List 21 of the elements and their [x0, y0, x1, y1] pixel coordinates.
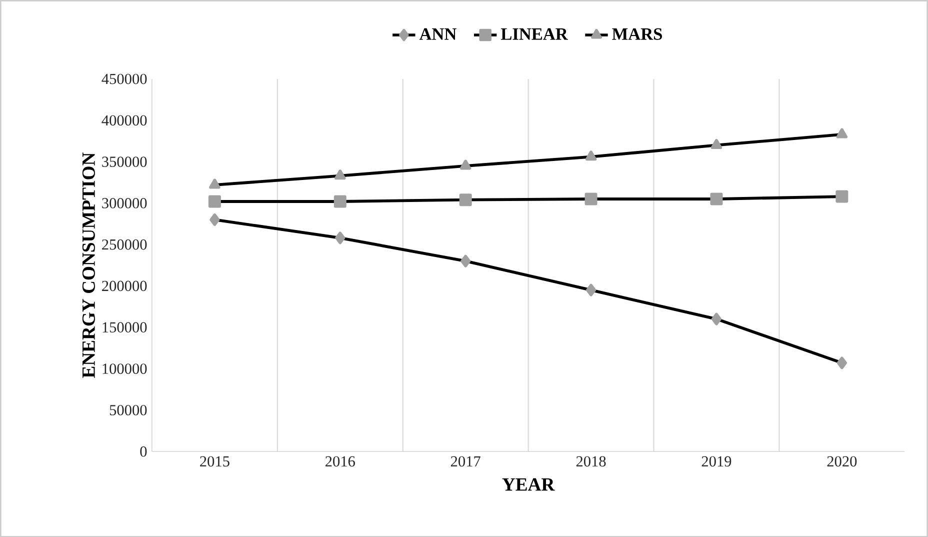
x-tick-label: 2018: [576, 456, 606, 466]
x-tick-label: 2017: [450, 456, 480, 466]
y-tick-label: 150000: [102, 322, 147, 332]
y-tick-label: 450000: [102, 74, 147, 84]
x-axis-title: YEAR: [502, 478, 555, 490]
y-axis-title: ENERGY CONSUMPTION: [82, 152, 95, 378]
x-tick-label: 2015: [200, 456, 230, 466]
x-tick-label: 2020: [827, 456, 857, 466]
y-tick-label: 400000: [102, 115, 147, 126]
y-tick-label: 50000: [110, 404, 147, 416]
y-tick-label: 250000: [102, 239, 147, 250]
legend-label: MARS: [612, 28, 662, 40]
y-tick-label: 350000: [102, 156, 147, 167]
x-tick-label: 2016: [326, 456, 355, 466]
y-tick-label: 200000: [102, 280, 147, 291]
y-tick-label: 0: [140, 446, 147, 457]
legend-label: ANN: [419, 28, 456, 40]
y-tick-label: 300000: [102, 198, 147, 208]
x-tick-label: 2019: [702, 456, 732, 466]
y-tick-label: 100000: [102, 363, 147, 374]
legend-label: LINEAR: [500, 28, 568, 40]
